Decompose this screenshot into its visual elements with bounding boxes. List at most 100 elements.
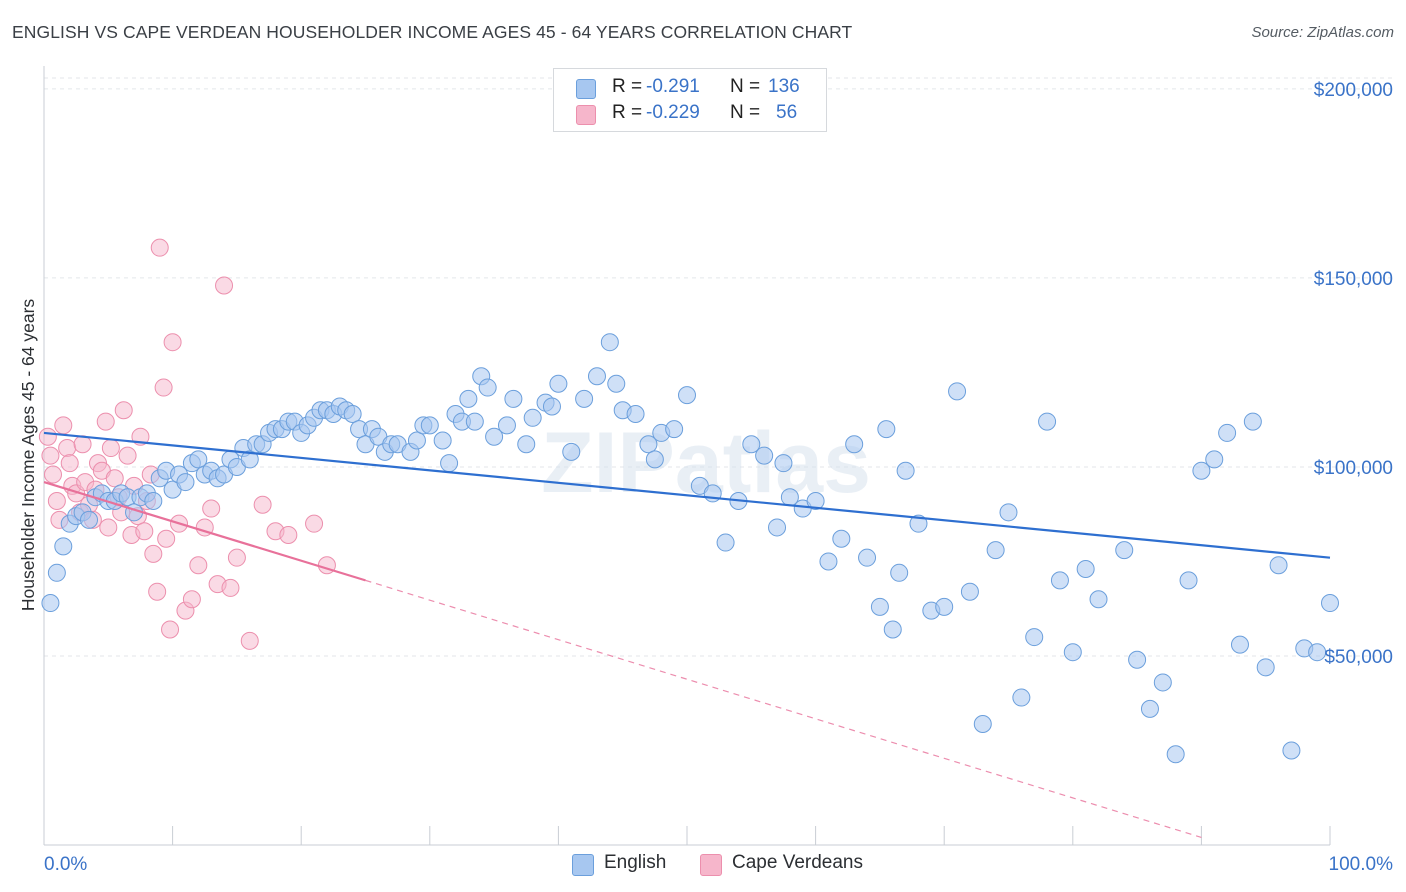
- source-label: Source: ZipAtlas.com: [1251, 24, 1394, 41]
- cape-verdeans-point: [189, 556, 208, 575]
- cape-verdeans-point: [38, 427, 57, 446]
- n-value: 136: [768, 76, 800, 97]
- english-point: [542, 397, 561, 416]
- english-point: [562, 442, 581, 461]
- english-point: [1115, 541, 1134, 560]
- english-point: [440, 454, 459, 473]
- y-axis-label: Householder Income Ages 45 - 64 years: [18, 299, 38, 612]
- cape-verdeans-point: [215, 276, 234, 295]
- english-point: [420, 416, 439, 435]
- english-point: [549, 374, 568, 393]
- english-point: [1012, 688, 1031, 707]
- english-point: [832, 529, 851, 548]
- english-point: [1153, 673, 1172, 692]
- english-point: [819, 552, 838, 571]
- y-tick-label: $100,000: [1314, 458, 1393, 479]
- english-point: [1230, 635, 1249, 654]
- english-point: [639, 435, 658, 454]
- cape-verdeans-point: [118, 446, 137, 465]
- cape-verdeans-point: [99, 518, 118, 537]
- english-point: [465, 412, 484, 431]
- cape-verdeans-trend-line: [43, 481, 366, 582]
- x-tick-label: 0.0%: [44, 854, 87, 875]
- cape-verdeans-point: [44, 465, 63, 484]
- english-points: [41, 333, 1339, 764]
- english-point: [607, 374, 626, 393]
- r-label: R =: [612, 76, 643, 97]
- english-point: [896, 461, 915, 480]
- cape-verdeans-points: [38, 238, 336, 650]
- cape-verdeans-point: [279, 526, 298, 544]
- english-point: [986, 541, 1005, 560]
- english-point: [1256, 658, 1275, 677]
- stats-legend: R = -0.291 N = 136 R = -0.229 N = 56: [553, 68, 827, 132]
- english-point: [1308, 643, 1327, 662]
- cape-verdeans-point: [163, 333, 182, 352]
- english-point: [890, 563, 909, 582]
- cape-verdeans-point: [182, 590, 201, 609]
- cape-verdeans-point: [202, 499, 221, 518]
- r-value: -0.229: [646, 102, 700, 123]
- english-point: [626, 405, 645, 424]
- english-point: [343, 405, 362, 424]
- stats-row-english: R = -0.291 N = 136: [554, 75, 826, 101]
- cape-verdeans-point: [157, 529, 176, 548]
- stats-row-cape-verdeans: R = -0.229 N = 56: [554, 101, 826, 127]
- cape-verdeans-point: [54, 416, 73, 435]
- english-point: [41, 594, 60, 613]
- english-point: [806, 491, 825, 510]
- x-tick-label: 100.0%: [1329, 854, 1394, 875]
- english-point: [845, 435, 864, 454]
- english-point: [1050, 571, 1069, 590]
- chart-title: ENGLISH VS CAPE VERDEAN HOUSEHOLDER INCO…: [12, 22, 853, 42]
- english-point: [870, 597, 889, 616]
- english-point: [189, 450, 208, 469]
- cape-verdeans-point: [161, 620, 180, 639]
- english-point: [478, 378, 497, 397]
- y-tick-label: $150,000: [1314, 269, 1393, 290]
- english-point: [665, 420, 684, 439]
- english-point: [459, 389, 478, 408]
- english-point: [1269, 556, 1288, 575]
- english-swatch: [576, 79, 596, 99]
- n-label: N =: [730, 76, 761, 97]
- cape-verdeans-point: [221, 578, 240, 597]
- r-value: -0.291: [646, 76, 700, 97]
- y-tick-label: $50,000: [1324, 647, 1393, 668]
- english-point: [1128, 650, 1147, 669]
- english-point: [80, 510, 99, 529]
- y-tick-label: $200,000: [1314, 80, 1393, 101]
- english-point: [1192, 461, 1211, 480]
- english-point: [407, 431, 426, 450]
- english-point: [497, 416, 516, 435]
- tick-labels: $50,000 $100,000 $150,000 $200,000 0.0% 100.0…: [18, 80, 1393, 875]
- n-label: N =: [730, 102, 761, 123]
- r-label: R =: [612, 102, 643, 123]
- english-point: [54, 537, 73, 556]
- legend-label: English: [604, 852, 667, 873]
- english-trend-line: [43, 431, 1331, 559]
- english-point: [1179, 571, 1198, 590]
- english-point: [517, 435, 536, 454]
- english-point: [523, 408, 542, 427]
- english-point: [999, 503, 1018, 522]
- cape-verdeans-trend-extension: [365, 579, 1202, 839]
- cape-verdeans-point: [144, 544, 163, 563]
- english-point: [1166, 745, 1185, 764]
- english-point: [1140, 699, 1159, 718]
- english-point: [47, 563, 66, 582]
- english-point: [755, 446, 774, 465]
- cape-verdeans-point: [60, 454, 79, 473]
- cape-verdeans-point: [96, 412, 115, 431]
- english-point: [960, 582, 979, 601]
- legend-label: Cape Verdeans: [732, 852, 863, 873]
- english-point: [948, 382, 967, 401]
- cape-verdeans-point: [253, 495, 272, 514]
- cape-verdeans-point: [240, 631, 259, 650]
- english-point: [504, 389, 523, 408]
- trend-lines: [43, 431, 1331, 839]
- english-point: [768, 518, 787, 537]
- cape-verdeans-point: [150, 238, 169, 257]
- english-point: [485, 427, 504, 446]
